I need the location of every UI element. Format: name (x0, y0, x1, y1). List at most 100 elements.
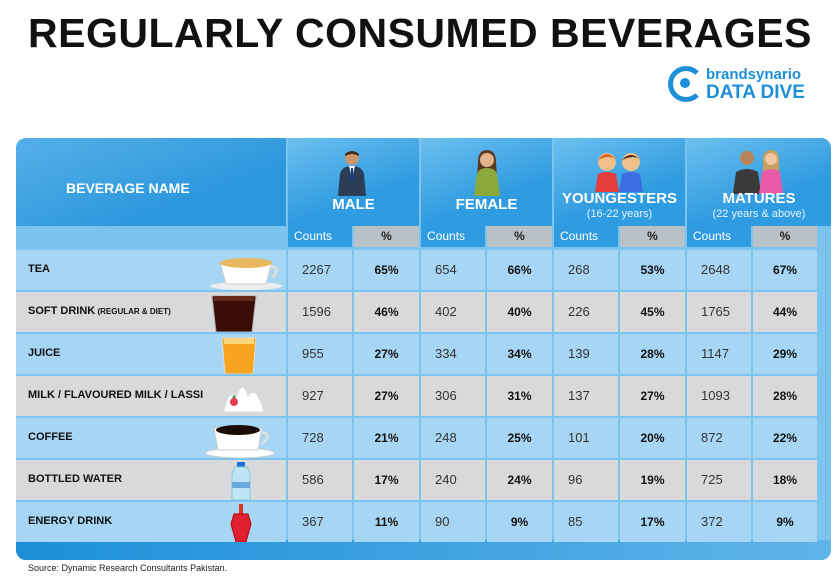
header-female: FEMALE (421, 138, 552, 226)
header-matures-label: MATURES (722, 190, 796, 207)
subheader-female-counts: Counts (421, 226, 485, 247)
percent-cell: 53% (620, 250, 685, 290)
count-cell: 367 (288, 502, 352, 542)
beverage-name-cell: MILK / FLAVOURED MILK / LASSI (16, 376, 286, 416)
beverage-note: (REGULAR & DIET) (95, 307, 171, 316)
beverage-name: JUICE (28, 347, 61, 359)
percent-cell: 40% (487, 292, 552, 332)
subheader-female-pct: % (487, 226, 552, 247)
count-cell: 85 (554, 502, 618, 542)
table-row: SOFT DRINK (REGULAR & DIET) 1596 46% 402 40%… (16, 292, 831, 333)
count-cell: 728 (288, 418, 352, 458)
subheader-youngesters-pct: % (620, 226, 685, 247)
percent-cell: 31% (487, 376, 552, 416)
header-beverage-name-label: BEVERAGE NAME (66, 180, 190, 196)
table-row: JUICE 955 27% 334 34% 139 28% 1147 29% (16, 334, 831, 375)
beverage-table: BEVERAGE NAME MALE FEMALE YOUNGESTERS (16, 138, 831, 560)
count-cell: 1093 (687, 376, 751, 416)
count-cell: 101 (554, 418, 618, 458)
count-cell: 268 (554, 250, 618, 290)
adults-icon (733, 150, 783, 194)
children-icon (595, 153, 643, 192)
percent-cell: 28% (620, 334, 685, 374)
energy-drink-icon (226, 504, 256, 547)
percent-cell: 66% (487, 250, 552, 290)
header-youngesters-sub: (16-22 years) (586, 208, 653, 220)
count-cell: 240 (421, 460, 485, 500)
count-cell: 2267 (288, 250, 352, 290)
header-female-label: FEMALE (455, 196, 518, 213)
percent-cell: 21% (354, 418, 419, 458)
percent-cell: 9% (487, 502, 552, 542)
subheader-matures-counts: Counts (687, 226, 751, 247)
percent-cell: 20% (620, 418, 685, 458)
percent-cell: 25% (487, 418, 552, 458)
header-youngesters-label: YOUNGESTERS (561, 190, 678, 207)
subheader-male-counts: Counts (288, 226, 352, 247)
count-cell: 725 (687, 460, 751, 500)
beverage-name: TEA (28, 263, 50, 275)
beverage-name: MILK / FLAVOURED MILK / LASSI (28, 389, 204, 401)
milk-splash-icon (220, 378, 268, 421)
header-youngesters: YOUNGESTERS (16-22 years) (554, 138, 685, 226)
count-cell: 1765 (687, 292, 751, 332)
count-cell: 2648 (687, 250, 751, 290)
percent-cell: 27% (354, 376, 419, 416)
percent-cell: 67% (753, 250, 817, 290)
percent-cell: 19% (620, 460, 685, 500)
tea-cup-icon (206, 252, 286, 295)
subheader-youngesters-counts: Counts (554, 226, 618, 247)
percent-cell: 29% (753, 334, 817, 374)
count-cell: 334 (421, 334, 485, 374)
count-cell: 1596 (288, 292, 352, 332)
percent-cell: 46% (354, 292, 419, 332)
coffee-cup-icon (202, 420, 278, 463)
count-cell: 402 (421, 292, 485, 332)
header-matures: MATURES (22 years & above) (687, 138, 831, 226)
count-cell: 306 (421, 376, 485, 416)
table-row: MILK / FLAVOURED MILK / LASSI 927 27% 306 31… (16, 376, 831, 416)
count-cell: 872 (687, 418, 751, 458)
table-row: TEA 2267 65% 654 66% 268 53% 2648 67% (16, 250, 831, 290)
count-cell: 137 (554, 376, 618, 416)
percent-cell: 18% (753, 460, 817, 500)
beverage-name-cell: JUICE (16, 334, 286, 375)
count-cell: 955 (288, 334, 352, 374)
percent-cell: 11% (354, 502, 419, 542)
count-cell: 586 (288, 460, 352, 500)
count-cell: 927 (288, 376, 352, 416)
beverage-name-cell: ENERGY DRINK (16, 502, 286, 543)
beverage-name-cell: BOTTLED WATER (16, 460, 286, 501)
juice-glass-icon (216, 336, 262, 379)
page-title: REGULARLY CONSUMED BEVERAGES (27, 10, 812, 56)
logo-sub-text: DATA DIVE (706, 82, 805, 103)
percent-cell: 17% (354, 460, 419, 500)
beverage-name: BOTTLED WATER (28, 473, 122, 485)
percent-cell: 24% (487, 460, 552, 500)
beverage-name: SOFT DRINK (REGULAR & DIET) (28, 305, 171, 317)
header-male: MALE (288, 138, 419, 226)
soft-drink-glass-icon (204, 294, 264, 337)
beverage-name-cell: COFFEE (16, 418, 286, 459)
subheader-male-pct: % (354, 226, 419, 247)
count-cell: 90 (421, 502, 485, 542)
header-male-label: MALE (332, 196, 375, 213)
percent-cell: 27% (620, 376, 685, 416)
count-cell: 372 (687, 502, 751, 542)
logo-dot-icon (680, 78, 690, 88)
percent-cell: 22% (753, 418, 817, 458)
header-beverage-name: BEVERAGE NAME (16, 138, 286, 226)
beverage-name: COFFEE (28, 431, 73, 443)
percent-cell: 65% (354, 250, 419, 290)
percent-cell: 9% (753, 502, 817, 542)
percent-cell: 45% (620, 292, 685, 332)
count-cell: 248 (421, 418, 485, 458)
brandsynario-logo: brandsynario DATA DIVE (668, 64, 808, 106)
header-matures-sub: (22 years & above) (712, 208, 806, 220)
table-row: BOTTLED WATER 586 17% 240 24% 96 19% 725 18% (16, 460, 831, 501)
count-cell: 654 (421, 250, 485, 290)
percent-cell: 28% (753, 376, 817, 416)
count-cell: 1147 (687, 334, 751, 374)
logo-ring-icon (668, 66, 704, 102)
source-note: Source: Dynamic Research Consultants Pak… (28, 563, 228, 573)
